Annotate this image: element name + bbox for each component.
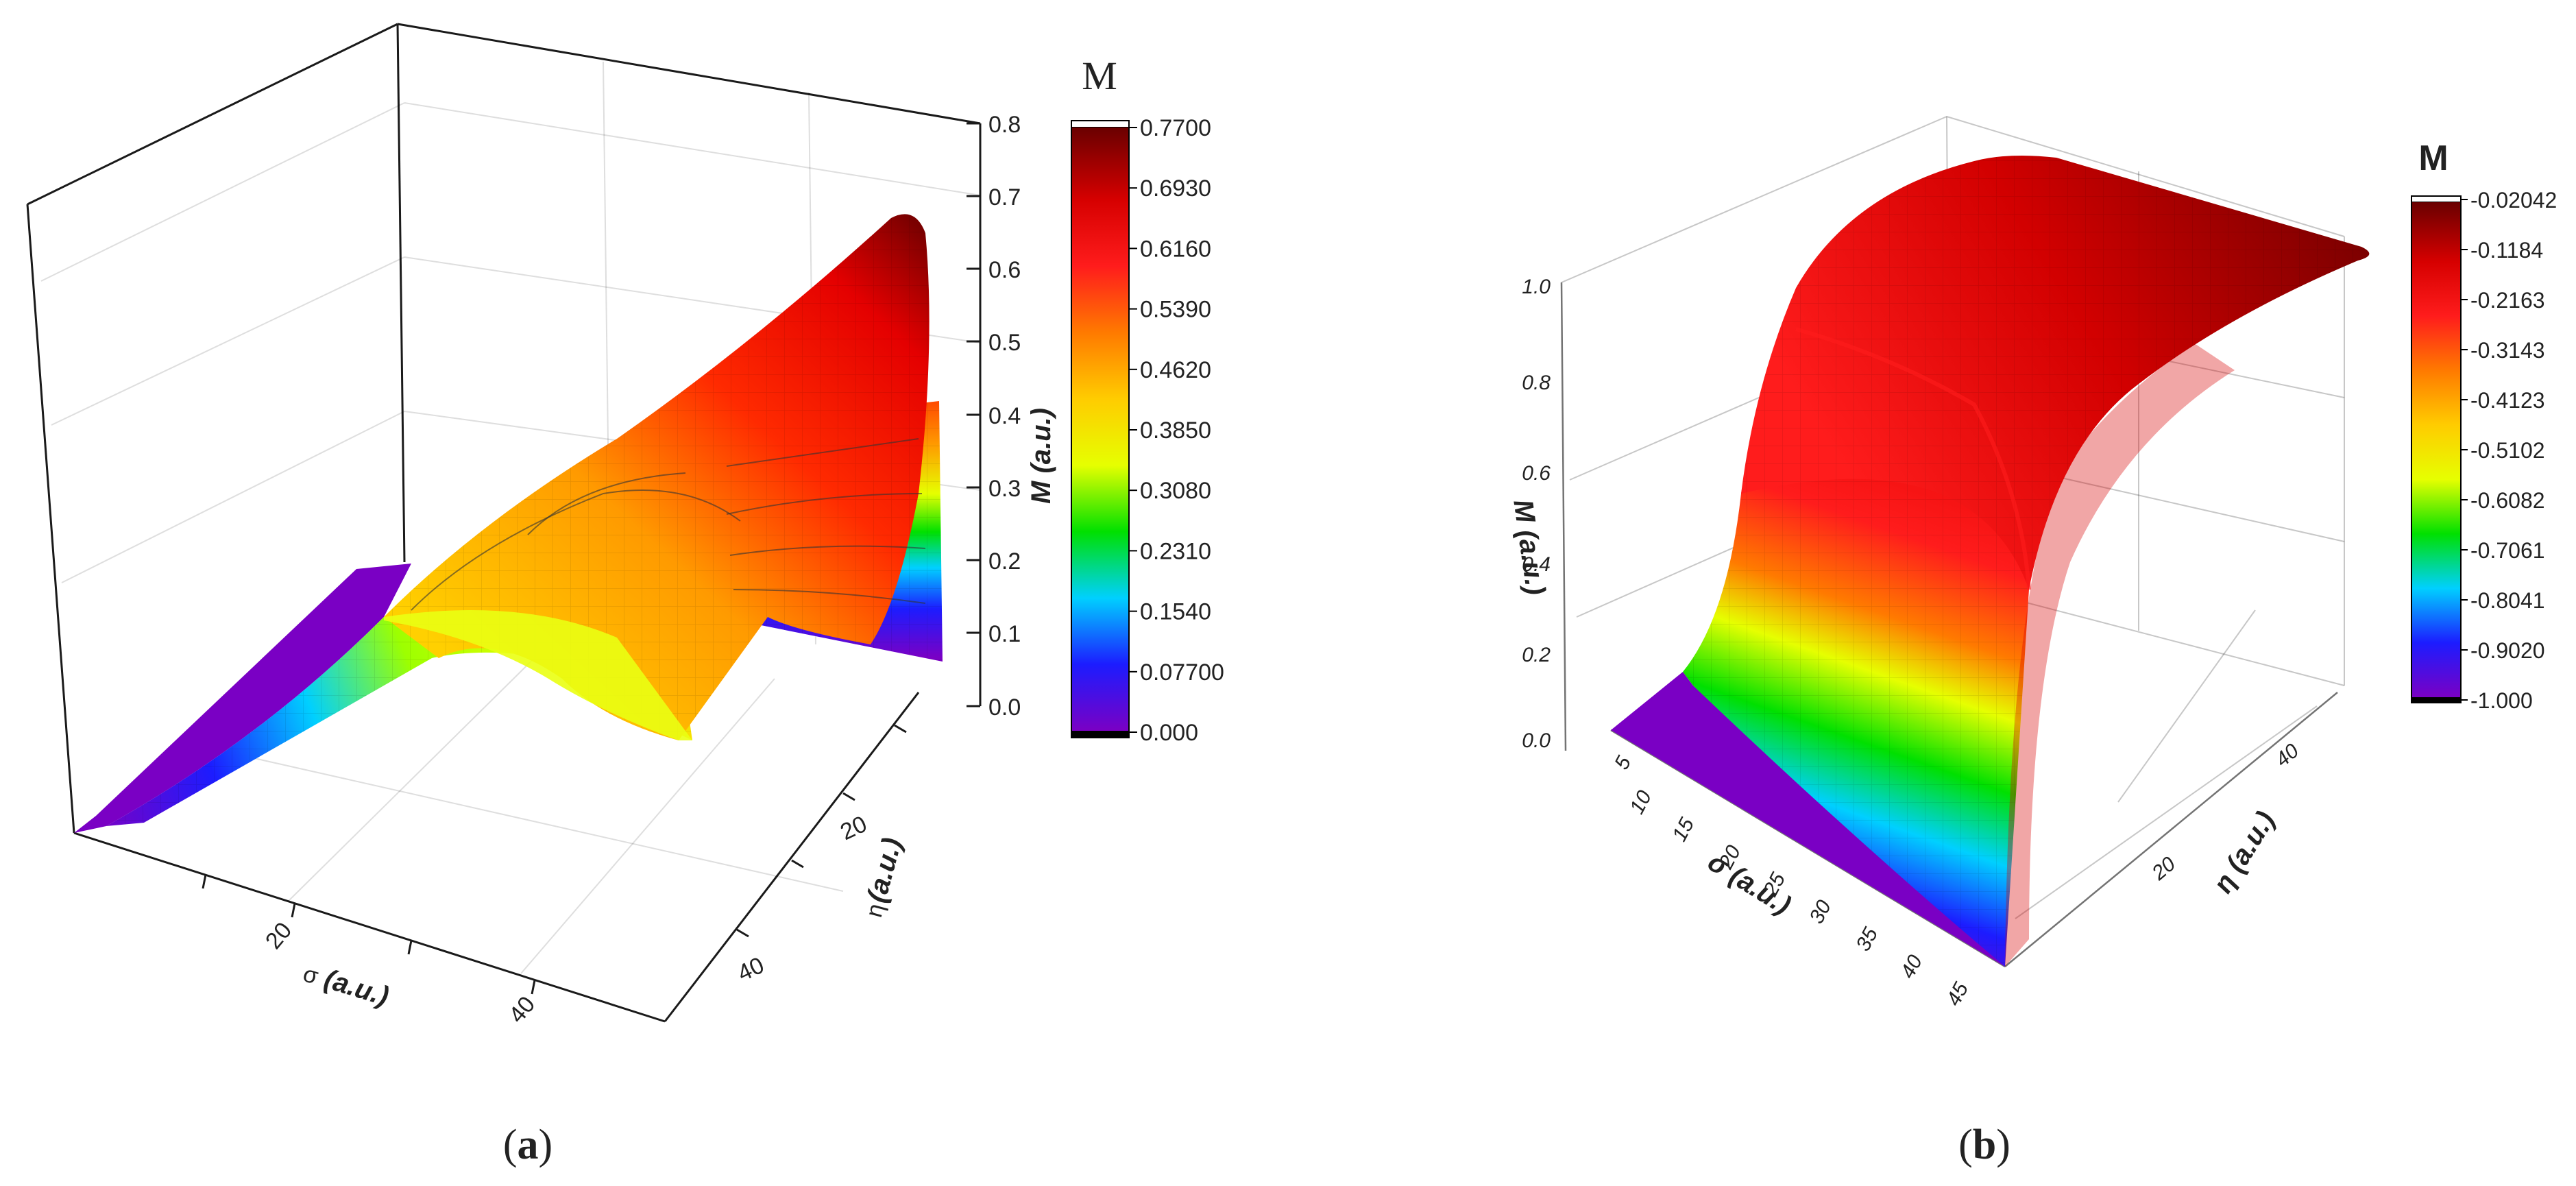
colorbar-tick-label: 0.6160 <box>1140 236 1211 262</box>
z-tick: 0.3 <box>988 476 1021 502</box>
colorbar-title: M <box>1082 53 1117 98</box>
svg-text:(a.u.): (a.u.) <box>862 834 908 906</box>
panel-a-z-ticklabels: 0.0 0.1 0.2 0.3 0.4 0.5 0.6 0.7 0.8 <box>988 112 1021 721</box>
colorbar-tick-label: 0.1540 <box>1140 599 1211 625</box>
panel-b-colorbar: M -0.02042 -0.1184 -0.2163 -0.3143 -0.4123 -0… <box>2411 138 2557 713</box>
svg-text:15: 15 <box>1668 814 1699 845</box>
svg-text:45: 45 <box>1942 979 1973 1010</box>
z-tick: 0.2 <box>988 548 1021 574</box>
colorbar-tick-label: -0.3143 <box>2470 338 2545 363</box>
colorbar-tick-label: -0.9020 <box>2470 638 2545 663</box>
z-tick: 0.8 <box>1522 372 1551 394</box>
eta-tick: 20 <box>836 811 871 845</box>
colorbar-tick-label: 0.3080 <box>1140 478 1211 504</box>
z-tick: 0.4 <box>988 403 1021 429</box>
colorbar-tick-label: -1.000 <box>2470 688 2533 713</box>
colorbar-tick-label: -0.7061 <box>2470 538 2545 563</box>
colorbar-tick-label: 0.3850 <box>1140 417 1211 444</box>
svg-text:20: 20 <box>2148 852 2180 885</box>
panel-b-label: (b) <box>1958 1122 2010 1168</box>
z-tick: 0.6 <box>1522 462 1551 485</box>
colorbar-tick-label: -0.1184 <box>2470 238 2543 263</box>
svg-text:(a.u.): (a.u.) <box>321 964 392 1012</box>
panel-b-eta-axis-line <box>2004 692 2338 967</box>
svg-text:40: 40 <box>1896 952 1927 982</box>
svg-text:30: 30 <box>1805 897 1836 928</box>
panel-b-z-axis-line <box>1560 282 1567 751</box>
colorbar-tick-label: -0.5102 <box>2470 438 2545 463</box>
panel-b: 0.0 0.2 0.4 0.6 0.8 1.0 M (a.u.) 5 10 15… <box>1507 116 2557 1168</box>
panel-a: 0.0 0.1 0.2 0.3 0.4 0.5 0.6 0.7 0.8 M (a… <box>26 23 1224 1168</box>
panel-a-surface <box>74 214 943 833</box>
colorbar-tick-label: 0.2310 <box>1140 538 1211 564</box>
z-tick: 0.6 <box>988 257 1021 283</box>
colorbar-tick-label: 0.07700 <box>1140 659 1224 686</box>
z-tick: 0.5 <box>988 330 1021 356</box>
eta-tick: 40 <box>733 952 768 987</box>
colorbar-tick-label: -0.6082 <box>2470 488 2545 513</box>
sigma-tick: 40 <box>504 991 540 1028</box>
panel-a-colorbar: M 0.7700 0.6930 0.6160 0.5390 0.4620 0.3850 0.… <box>1071 53 1224 746</box>
panel-a-eta-label: η (a.u.) <box>861 834 908 920</box>
panel-a-z-axis-label: M (a.u.) <box>1026 408 1056 504</box>
z-tick: 0.0 <box>1522 729 1551 752</box>
colorbar-tick-label: -0.02042 <box>2470 188 2557 213</box>
z-tick: 0.2 <box>1522 644 1551 666</box>
colorbar-tick-label: 0.000 <box>1140 720 1198 746</box>
colorbar-tick-label: 0.5390 <box>1140 297 1211 323</box>
colorbar-title: M <box>2418 138 2448 178</box>
sigma-tick: 20 <box>260 917 297 954</box>
colorbar-tick-label: 0.7700 <box>1140 115 1211 141</box>
panel-a-label: (a) <box>503 1122 552 1168</box>
panel-b-surface <box>1611 155 2370 967</box>
colorbar-tick-label: -0.2163 <box>2470 288 2545 313</box>
svg-text:σ: σ <box>300 960 321 989</box>
colorbar-tick-label: -0.4123 <box>2470 388 2545 413</box>
colorbar-tick-label: 0.4620 <box>1140 357 1211 383</box>
svg-text:35: 35 <box>1851 924 1882 955</box>
panel-b-eta-axis-label: η (a.u.) <box>2208 806 2281 898</box>
z-tick: 0.4 <box>1522 553 1551 576</box>
panel-a-sigma-label: σ (a.u.) <box>300 960 393 1012</box>
panel-b-z-axis-label: M (a.u.) <box>1507 498 1551 597</box>
svg-text:10: 10 <box>1625 787 1656 818</box>
z-tick: 0.1 <box>988 621 1021 647</box>
z-tick: 0.8 <box>988 112 1021 138</box>
z-tick: 0.7 <box>988 184 1021 210</box>
panel-a-box <box>26 23 982 1023</box>
z-tick: 1.0 <box>1522 276 1551 298</box>
colorbar-tick-label: 0.6930 <box>1140 176 1211 202</box>
panel-a-z-axis <box>967 122 980 707</box>
z-tick: 0.0 <box>988 694 1021 721</box>
svg-text:5: 5 <box>1610 753 1636 774</box>
panel-b-z-ticklabels: 0.0 0.2 0.4 0.6 0.8 1.0 <box>1522 276 1551 752</box>
colorbar-tick-label: -0.8041 <box>2470 588 2545 613</box>
